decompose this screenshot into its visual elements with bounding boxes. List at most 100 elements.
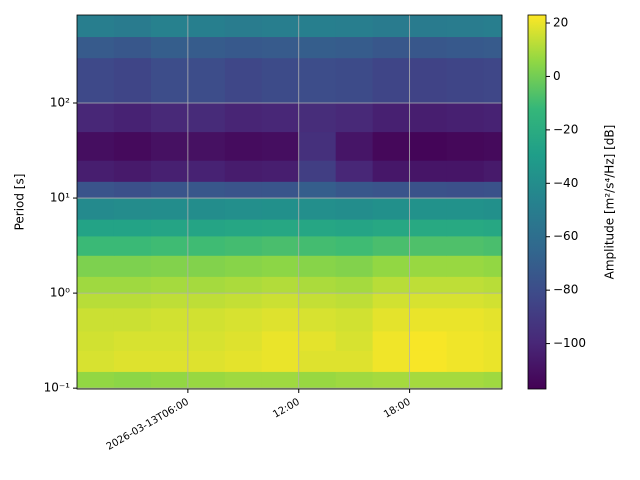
cell xyxy=(446,57,485,104)
cell xyxy=(446,160,485,182)
cell xyxy=(77,235,115,256)
cell xyxy=(150,131,189,161)
cell xyxy=(446,181,485,199)
cell xyxy=(372,307,411,332)
cell xyxy=(335,219,374,237)
cell xyxy=(372,103,411,133)
cell xyxy=(483,131,503,161)
cell xyxy=(409,103,448,133)
cell xyxy=(372,131,411,161)
cell xyxy=(298,276,337,294)
cell xyxy=(224,307,263,332)
cell xyxy=(483,293,503,309)
cell xyxy=(77,255,115,277)
cell xyxy=(483,15,503,38)
cell xyxy=(77,103,115,133)
cell xyxy=(335,181,374,199)
cell xyxy=(483,255,503,277)
cell xyxy=(335,255,374,277)
cell xyxy=(224,198,263,220)
cell xyxy=(187,15,226,38)
cell xyxy=(113,330,152,351)
cell xyxy=(77,219,115,237)
cell xyxy=(113,219,152,237)
cell xyxy=(372,15,411,38)
cell xyxy=(261,219,300,237)
cell xyxy=(150,57,189,104)
cell xyxy=(113,15,152,38)
cell xyxy=(150,235,189,256)
cell xyxy=(113,293,152,309)
cell xyxy=(187,160,226,182)
cell xyxy=(150,371,189,390)
cell xyxy=(224,350,263,372)
cell xyxy=(298,350,337,372)
cell xyxy=(483,235,503,256)
cell xyxy=(409,181,448,199)
cell xyxy=(446,330,485,351)
y-tick-label: 10⁻¹ xyxy=(44,381,71,395)
cell xyxy=(150,330,189,351)
cell xyxy=(409,350,448,372)
cell xyxy=(261,103,300,133)
cell xyxy=(224,219,263,237)
cell xyxy=(77,307,115,332)
cell xyxy=(113,255,152,277)
cell xyxy=(409,371,448,390)
cell xyxy=(409,36,448,59)
cell xyxy=(261,307,300,332)
cell xyxy=(187,198,226,220)
cell xyxy=(113,371,152,390)
cell xyxy=(483,160,503,182)
cell xyxy=(335,103,374,133)
cell xyxy=(409,330,448,351)
cell xyxy=(372,371,411,390)
cell xyxy=(113,198,152,220)
cell xyxy=(372,350,411,372)
cell xyxy=(483,219,503,237)
cell xyxy=(224,57,263,104)
cell xyxy=(409,293,448,309)
colorbar xyxy=(527,14,547,390)
cell xyxy=(224,15,263,38)
cell xyxy=(224,255,263,277)
cell xyxy=(409,15,448,38)
cell xyxy=(187,57,226,104)
cell xyxy=(298,235,337,256)
cell xyxy=(298,57,337,104)
cell xyxy=(261,293,300,309)
cell xyxy=(150,15,189,38)
cell xyxy=(298,103,337,133)
cell xyxy=(372,160,411,182)
cell xyxy=(409,219,448,237)
cell xyxy=(483,57,503,104)
cell xyxy=(335,36,374,59)
cell xyxy=(77,36,115,59)
cell xyxy=(483,103,503,133)
y-tick-label: 10² xyxy=(50,96,70,110)
cell xyxy=(261,160,300,182)
cell xyxy=(224,330,263,351)
cell xyxy=(298,330,337,351)
cell xyxy=(483,330,503,351)
cell xyxy=(335,293,374,309)
cell xyxy=(150,36,189,59)
cell xyxy=(261,276,300,294)
cell xyxy=(113,235,152,256)
cell xyxy=(335,330,374,351)
cell xyxy=(77,350,115,372)
cell xyxy=(224,276,263,294)
cell xyxy=(261,131,300,161)
cell xyxy=(224,293,263,309)
cell xyxy=(261,57,300,104)
cell xyxy=(77,293,115,309)
cell xyxy=(372,57,411,104)
cell xyxy=(261,36,300,59)
cell xyxy=(150,307,189,332)
cell xyxy=(298,293,337,309)
cell xyxy=(446,371,485,390)
cell xyxy=(113,307,152,332)
cell xyxy=(224,235,263,256)
cell xyxy=(409,276,448,294)
